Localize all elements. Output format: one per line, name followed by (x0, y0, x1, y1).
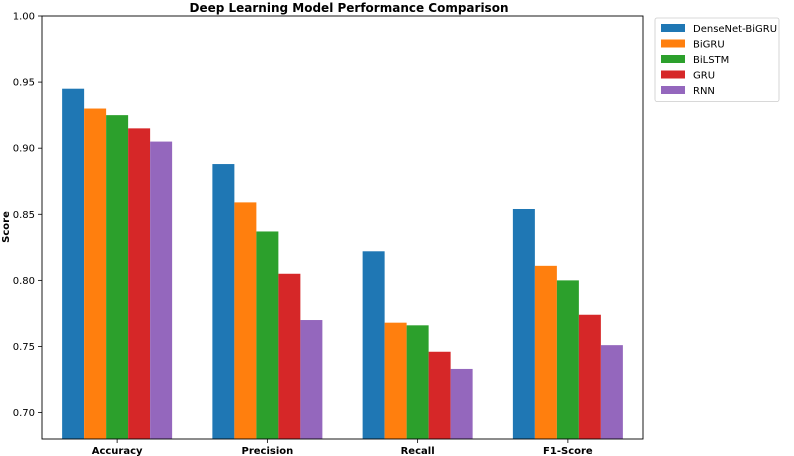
bar-densenet-bigru-accuracy (62, 88, 85, 439)
x-tick-label: F1-Score (543, 446, 593, 456)
y-tick-label: 0.75 (13, 342, 35, 353)
bar-gru-precision (278, 273, 301, 439)
bar-bigru-precision (234, 202, 257, 439)
bar-bigru-accuracy (84, 108, 107, 439)
plot-frame (41, 15, 644, 440)
legend-label-gru: GRU (693, 71, 715, 82)
legend-swatch-bigru (661, 39, 685, 48)
bar-rnn-accuracy (150, 141, 173, 439)
bar-densenet-bigru-f1-score (512, 208, 535, 439)
y-tick-label: 0.70 (13, 408, 35, 419)
x-tick-label: Precision (241, 446, 293, 456)
bar-bilstm-accuracy (106, 115, 129, 439)
bar-gru-f1-score (578, 314, 601, 439)
bar-densenet-bigru-precision (212, 164, 235, 440)
bar-bigru-f1-score (534, 265, 557, 439)
legend-label-rnn: RNN (693, 86, 715, 97)
legend: DenseNet-BiGRU BiGRU BiLSTM GRU RNN (654, 17, 780, 102)
y-axis-label: Score (1, 211, 12, 243)
x-tick-label: Recall (401, 446, 435, 456)
legend-swatch-rnn (661, 86, 685, 94)
legend-label-bilstm: BiLSTM (693, 55, 729, 66)
legend-swatch-bilstm (661, 55, 685, 63)
bar-rnn-f1-score (600, 345, 623, 439)
y-tick-label: 0.85 (13, 210, 35, 221)
bar-rnn-precision (300, 320, 323, 439)
legend-label-densenet-bigru: DenseNet-BiGRU (693, 24, 777, 35)
y-tick-label: 0.80 (13, 276, 35, 287)
bar-bilstm-f1-score (556, 280, 579, 439)
plot-area: Accuracy Precision Recall F1-Score 0.70 0.75 0… (13, 12, 644, 456)
bar-gru-accuracy (128, 128, 151, 439)
bar-bigru-recall (384, 322, 407, 439)
bar-rnn-recall (450, 368, 473, 439)
chart-title: Deep Learning Model Performance Comparis… (190, 1, 509, 15)
bar-densenet-bigru-recall (362, 251, 385, 439)
bar-bilstm-recall (406, 325, 429, 439)
bar-gru-recall (428, 351, 451, 439)
legend-swatch-gru (661, 70, 685, 79)
legend-swatch-densenet-bigru (661, 24, 685, 32)
bar-bilstm-precision (256, 231, 279, 439)
legend-label-bigru: BiGRU (693, 40, 725, 51)
legend-box (654, 17, 780, 102)
x-tick-label: Accuracy (92, 446, 143, 456)
y-tick-label: 1.00 (13, 12, 35, 23)
y-tick-label: 0.95 (13, 78, 35, 89)
y-tick-label: 0.90 (13, 144, 35, 155)
